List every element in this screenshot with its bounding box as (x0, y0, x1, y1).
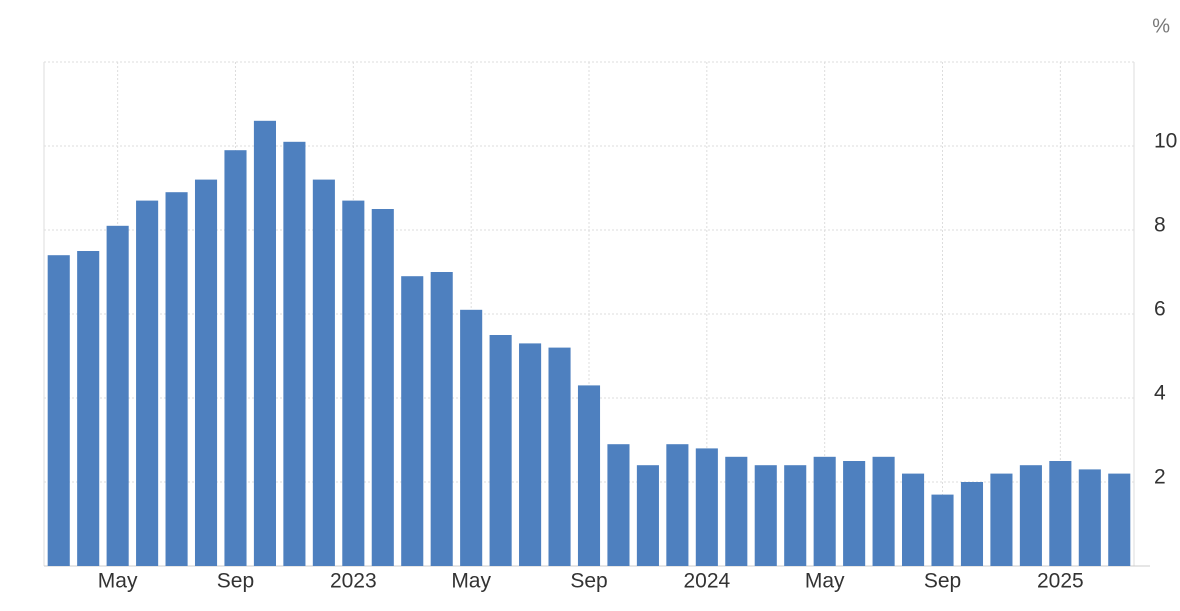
bar (47, 255, 70, 566)
bar (725, 456, 748, 566)
bar (194, 179, 218, 566)
x-tick-label: May (805, 570, 845, 593)
bar (136, 200, 159, 566)
x-tick-label: Sep (217, 570, 254, 593)
x-tick-label: 2025 (1037, 570, 1084, 593)
bar (489, 335, 512, 566)
bar (607, 444, 630, 566)
y-tick-label: 8 (1154, 214, 1166, 237)
x-tick-label: 2024 (683, 570, 730, 593)
bar (1108, 473, 1131, 566)
bar (106, 225, 129, 567)
unit-label: % (1152, 15, 1170, 37)
bar (253, 120, 276, 567)
bar (754, 465, 777, 566)
bar (371, 209, 394, 566)
bar (872, 456, 895, 566)
bar (813, 456, 836, 566)
bar (960, 482, 984, 566)
bar (283, 141, 306, 567)
bar (843, 461, 866, 566)
bar (1078, 469, 1101, 566)
bar (577, 385, 601, 566)
x-tick-label: Sep (924, 570, 961, 593)
bar (430, 272, 453, 566)
y-tick-label: 10 (1154, 130, 1177, 153)
bar (165, 192, 188, 566)
bar (460, 309, 483, 566)
y-tick-label: 6 (1154, 298, 1166, 321)
bar (77, 251, 100, 566)
bar (695, 448, 718, 566)
y-tick-label: 2 (1154, 466, 1166, 489)
bar (312, 179, 335, 566)
bar (636, 465, 659, 566)
y-tick-label: 4 (1154, 382, 1166, 405)
bar (1019, 465, 1042, 566)
x-tick-label: Sep (570, 570, 607, 593)
bar (342, 200, 365, 566)
bar (931, 494, 954, 566)
bar (990, 473, 1013, 566)
x-tick-label: 2023 (330, 570, 377, 593)
bar (224, 150, 247, 566)
bar (519, 343, 542, 566)
bar (666, 444, 689, 566)
bar (902, 473, 925, 566)
x-tick-label: May (451, 570, 491, 593)
x-tick-label: May (98, 570, 138, 593)
bar (401, 276, 424, 566)
bar (548, 347, 571, 566)
bar (1049, 461, 1072, 566)
bar (784, 465, 807, 566)
